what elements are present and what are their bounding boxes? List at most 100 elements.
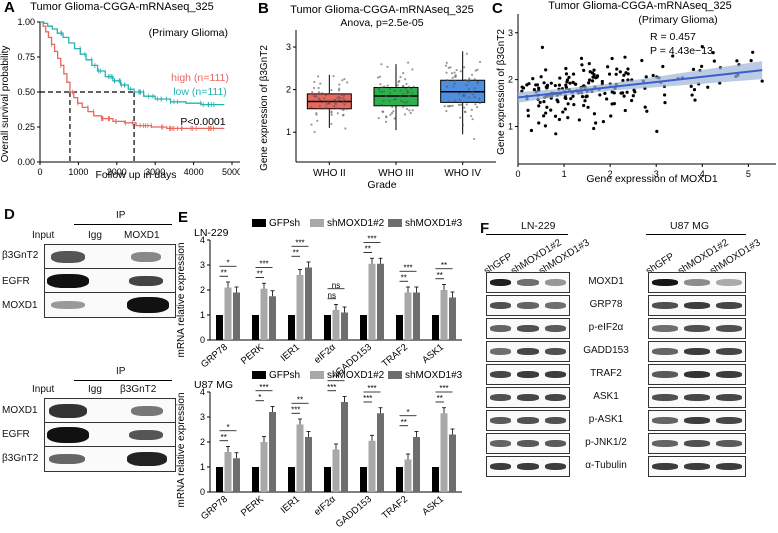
blot1-strip-2 — [44, 268, 176, 294]
e-bar-ier1 — [296, 424, 304, 492]
f-band — [684, 325, 710, 332]
a-ytick-label: 0.50 — [17, 87, 35, 97]
c-point — [601, 119, 605, 124]
a-xtick-label: 3000 — [145, 167, 165, 177]
e-sig-label: ** — [437, 394, 443, 403]
b-x-axis-label: Grade — [367, 179, 396, 190]
b-point — [327, 102, 330, 105]
e-gene-label: IER1 — [279, 494, 302, 516]
c-point — [760, 79, 764, 83]
b-point — [399, 89, 402, 92]
c-point — [556, 100, 560, 104]
b-point — [463, 66, 466, 69]
e-gene-label: ASK1 — [420, 494, 446, 518]
b-point — [378, 75, 381, 78]
e-gene-label: GRP78 — [199, 342, 230, 370]
c-xtick-label: 3 — [654, 169, 659, 179]
b-point — [447, 100, 450, 103]
a-ytick-label: 0.25 — [17, 122, 35, 132]
c-point — [735, 59, 739, 63]
b-point — [376, 76, 380, 79]
b-point — [310, 123, 313, 126]
c-point — [671, 54, 675, 58]
b-point — [402, 100, 405, 104]
b-point — [330, 111, 333, 114]
f-blot-strip — [648, 364, 746, 385]
c-point — [554, 132, 558, 136]
b-point — [412, 85, 415, 88]
b-point — [475, 106, 479, 109]
e-sig-label: ** — [437, 271, 443, 280]
b-point — [330, 113, 333, 116]
blot1-strip-3 — [44, 292, 176, 318]
e-sig-label: * — [226, 258, 229, 267]
e-bar-ask1 — [440, 290, 448, 340]
b-point — [381, 110, 384, 113]
e-bar-ier1 — [305, 267, 312, 340]
b-point — [476, 80, 479, 83]
f-blot-strip — [648, 387, 746, 408]
f-row-label-text: p-eIF2α — [588, 322, 624, 333]
blot1-col-moxd1: MOXD1 — [124, 230, 160, 241]
f-row-label-text: TRAF2 — [590, 368, 622, 379]
b-point — [324, 107, 328, 110]
c-point — [594, 121, 598, 125]
ip-line-1 — [74, 224, 172, 225]
c-point — [566, 116, 570, 120]
c-point — [614, 72, 618, 76]
b-point — [341, 101, 344, 104]
blot2-row-moxd1: MOXD1 — [2, 405, 38, 416]
e-bar-gadd153 — [377, 413, 384, 492]
e-sig-label: *** — [327, 383, 336, 392]
c-point — [623, 55, 627, 59]
b-point — [461, 123, 465, 127]
c-point — [626, 72, 630, 76]
c-point — [544, 111, 548, 115]
e-sig-label: * — [226, 423, 229, 432]
b-point — [445, 109, 448, 113]
a-xtick-label: 5000 — [222, 167, 240, 177]
b-point — [345, 108, 348, 111]
e-bar-perk — [269, 296, 276, 340]
e-sig-label: ** — [401, 273, 407, 282]
e-bar-gadd153 — [368, 263, 376, 340]
e-gene-label: ASK1 — [420, 342, 446, 366]
c-point — [579, 56, 584, 60]
panel-c-title: Tumor Glioma-CGGA-mRNAseq_325 — [548, 0, 732, 12]
e-gene-label: PERK — [239, 341, 266, 366]
c-point — [603, 91, 607, 95]
f-band — [716, 463, 742, 470]
legend-high: high (n=111) — [171, 72, 229, 84]
c-point — [544, 68, 548, 72]
b-point — [315, 95, 318, 98]
f-band — [716, 302, 742, 309]
e-bar-eif2 — [324, 467, 331, 492]
f-band — [652, 463, 678, 470]
f-band — [652, 325, 678, 332]
b-point — [405, 104, 408, 107]
e-sig-label: *** — [259, 260, 268, 269]
e-sig-label: ** — [401, 418, 407, 427]
e-legend-swatch — [388, 219, 402, 227]
blot2-col-input: Input — [32, 384, 55, 395]
c-point — [605, 97, 609, 101]
f-band — [652, 440, 678, 447]
c-point — [531, 77, 535, 81]
b-point — [467, 87, 471, 91]
c-point — [630, 98, 634, 103]
b-point — [342, 97, 345, 100]
c-point — [622, 94, 626, 98]
e-sig-label: *** — [363, 394, 372, 403]
panel-a: A Tumor Glioma-CGGA-mRNAseq_325 (Primary… — [0, 0, 242, 190]
b-point — [390, 112, 394, 115]
b-point — [471, 118, 474, 121]
b-point — [473, 87, 477, 90]
b-point — [409, 111, 412, 115]
e-ytick-label: 3 — [200, 260, 205, 270]
b-point — [343, 98, 346, 102]
c-point — [564, 85, 568, 89]
blot1-col-input: Input — [32, 230, 55, 241]
f-row-label-text: p-JNK1/2 — [585, 437, 627, 448]
c-point — [545, 105, 549, 109]
c-point — [563, 96, 567, 100]
